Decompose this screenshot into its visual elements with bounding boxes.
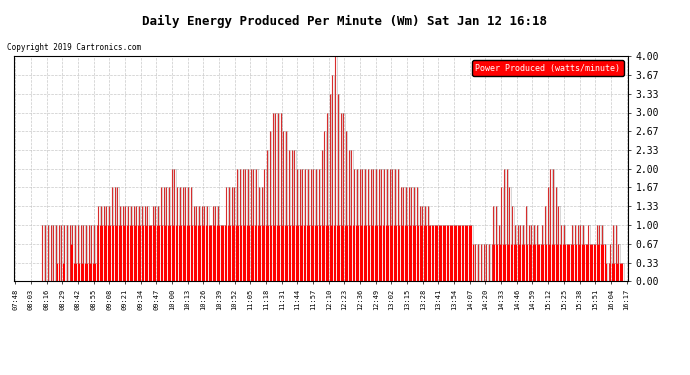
Text: Copyright 2019 Cartronics.com: Copyright 2019 Cartronics.com — [7, 43, 141, 52]
Legend: Power Produced (watts/minute): Power Produced (watts/minute) — [472, 60, 624, 76]
Text: Daily Energy Produced Per Minute (Wm) Sat Jan 12 16:18: Daily Energy Produced Per Minute (Wm) Sa… — [143, 15, 547, 28]
